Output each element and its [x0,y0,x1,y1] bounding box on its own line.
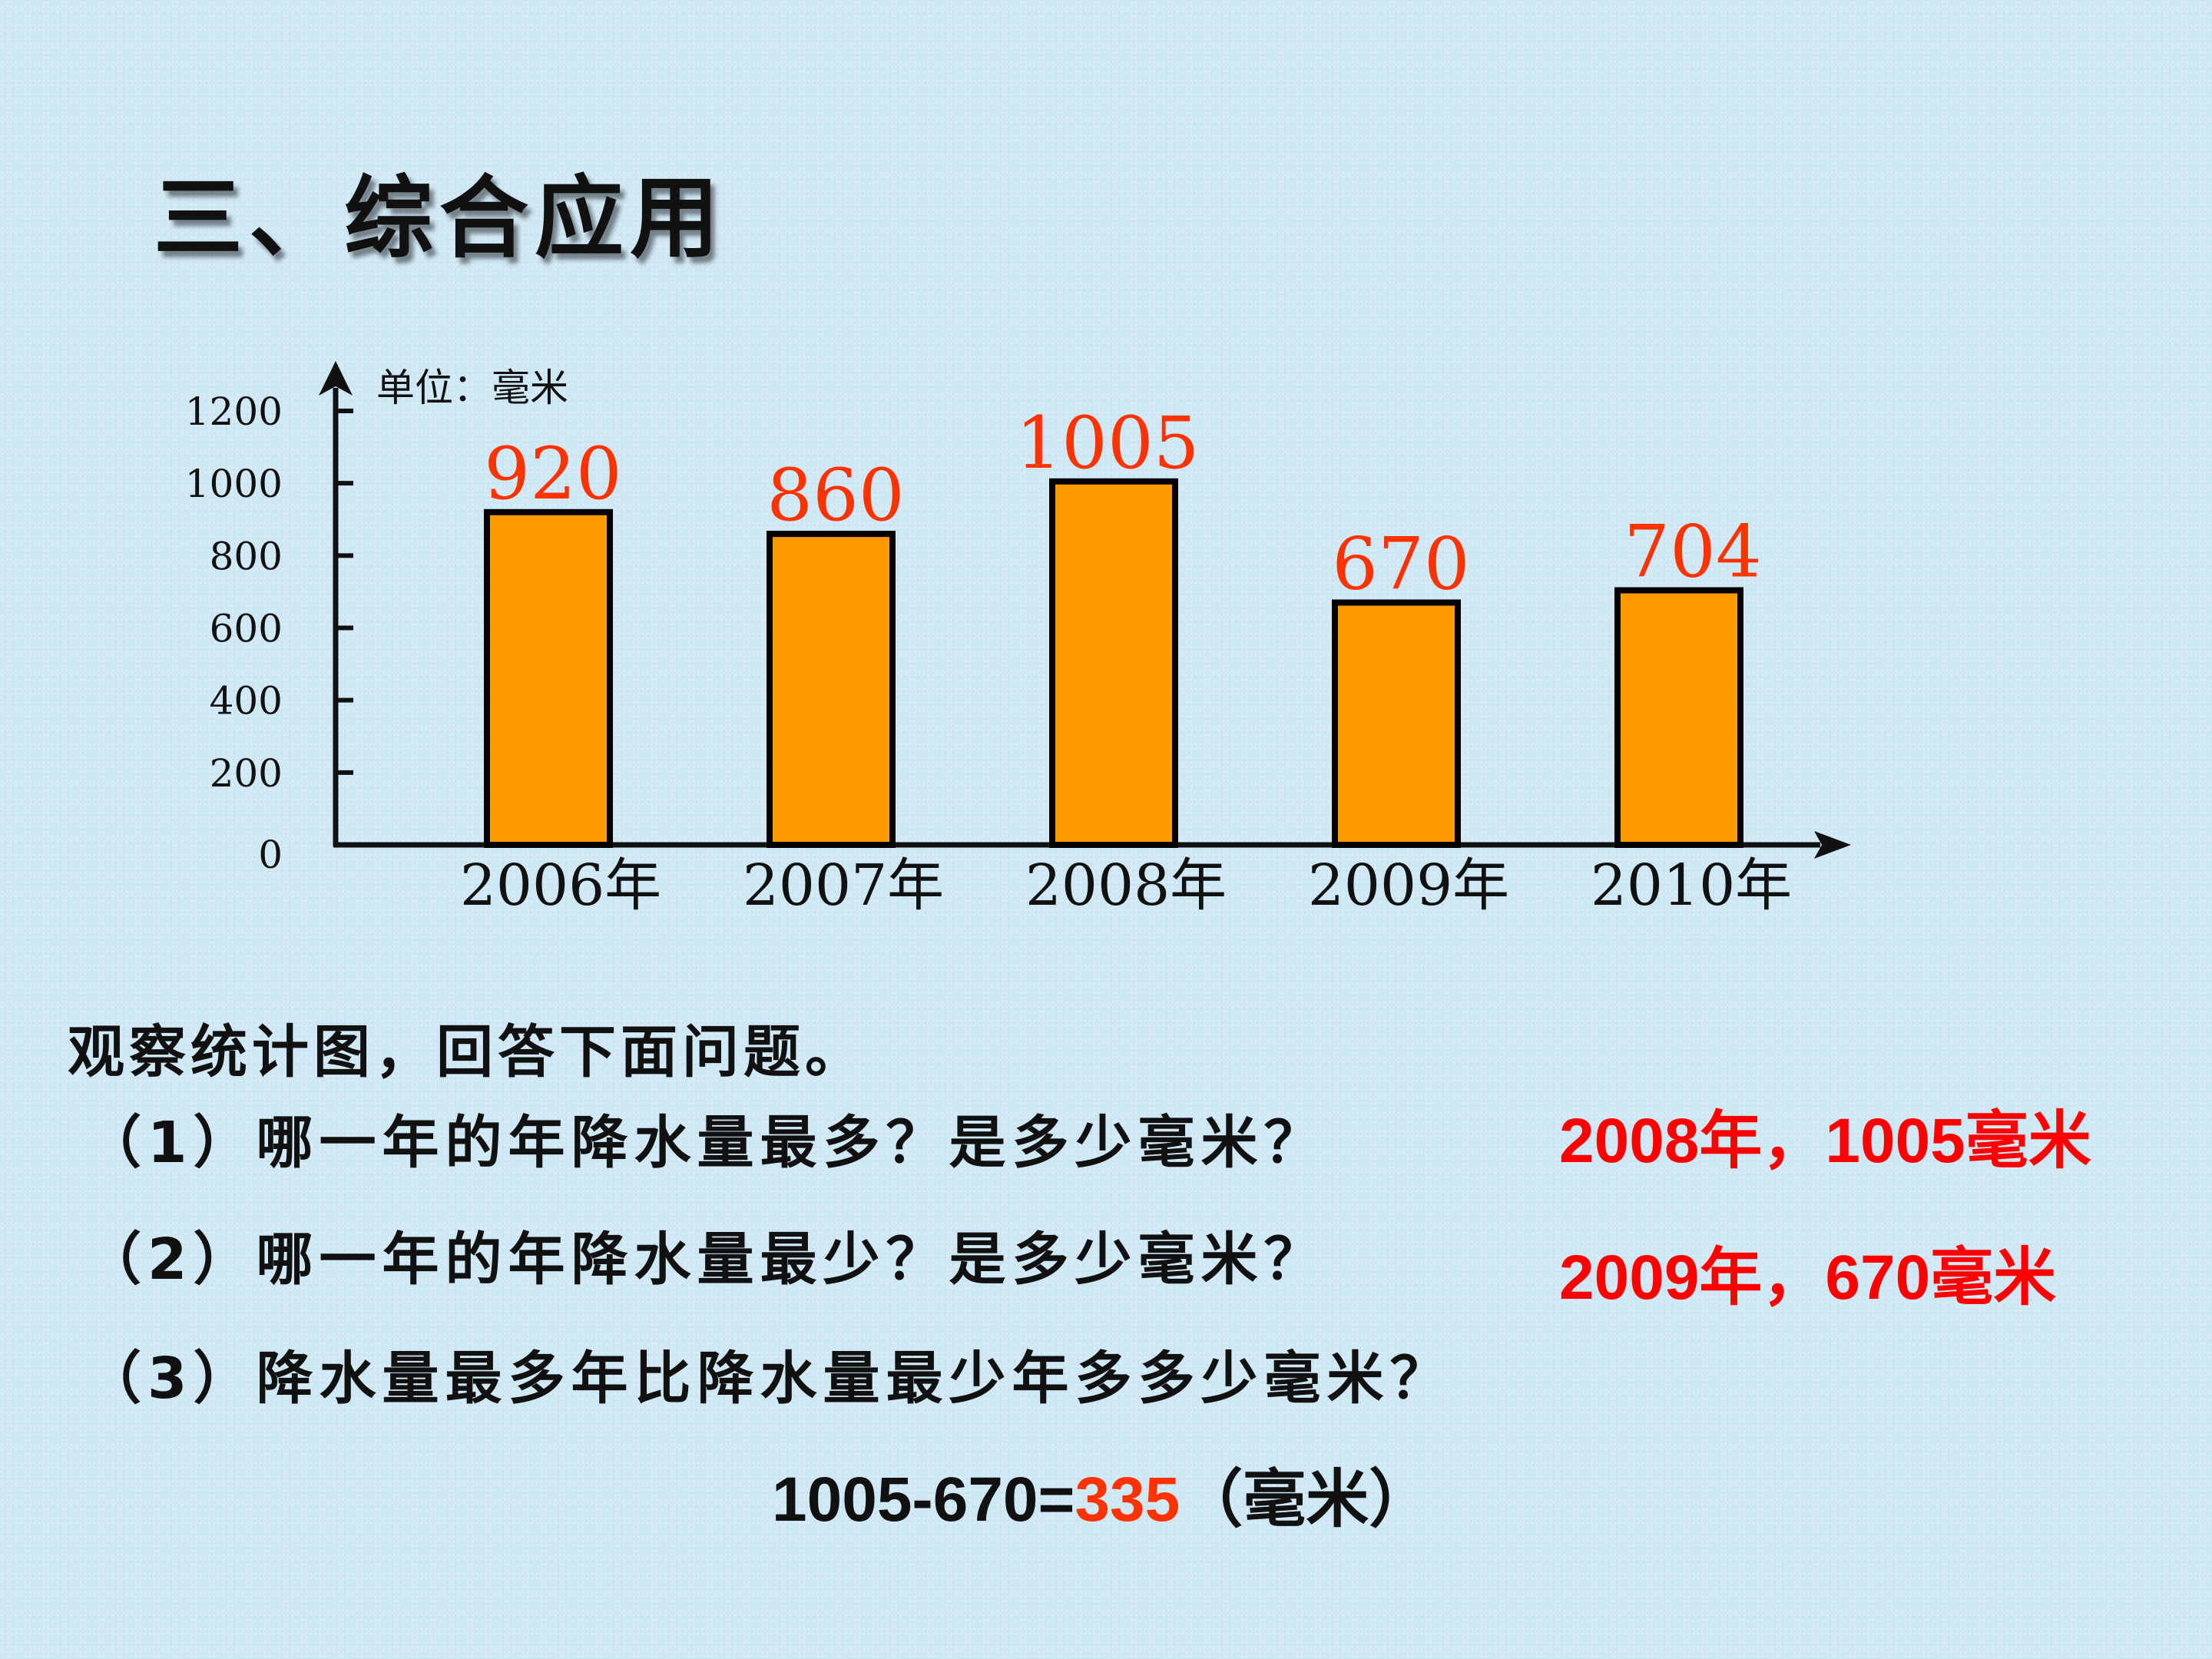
bar-value-label: 920 [484,432,621,516]
category-label: 2006年 [460,853,661,919]
y-tick-label: 1200 [185,389,283,434]
category-labels: 2006年 2007年 2008年 2009年 2010年 [460,853,1792,919]
y-ticks: 0 200 400 600 800 1000 1200 [185,389,353,877]
question-2: （2）哪一年的年降水量最少？是多少毫米？ [84,1227,1327,1293]
y-tick-label: 800 [210,534,283,578]
question-1: （1）哪一年的年降水量最多？是多少毫米？ [84,1110,1327,1176]
category-label: 2007年 [743,853,944,919]
y-axis-arrow [319,361,353,396]
y-tick-label: 0 [258,833,283,877]
answer-1: 2008年，1005毫米 [1559,1106,2091,1176]
bar-value-label: 1005 [1015,402,1199,485]
bar [1049,478,1178,848]
answer-3-equation: 1005-670=335（毫米） [772,1448,1432,1539]
rainfall-bar-chart: 单位：毫米 0 200 400 600 800 1000 1200 920 860 1005 67… [185,361,1851,919]
data-labels: 920 860 1005 670 704 [484,402,1761,607]
y-tick-label: 600 [210,607,283,651]
y-tick-label: 400 [210,679,283,724]
question-3: （3）降水量最多年比降水量最少年多多少毫米？ [84,1346,1453,1412]
unit-label: 单位：毫米 [376,366,568,410]
bar [484,508,613,848]
equation-result: 335 [1075,1465,1181,1535]
bar-value-label: 704 [1624,511,1761,594]
bar [1332,599,1461,849]
slide-title: 三、综合应用 [154,166,725,270]
bar [767,531,896,848]
bar-value-label: 670 [1332,523,1469,607]
y-tick-label: 1000 [185,462,283,506]
x-axis-arrow [1814,831,1851,859]
category-label: 2010年 [1591,853,1792,919]
question-intro: 观察统计图，回答下面问题。 [68,1019,866,1085]
bar-value-label: 860 [767,454,904,538]
equation-expression: 1005-670= [772,1465,1075,1535]
equation-unit: （毫米） [1180,1465,1432,1535]
category-label: 2009年 [1308,853,1509,919]
bars [484,478,1743,849]
y-tick-label: 200 [210,751,283,796]
category-label: 2008年 [1025,853,1227,919]
bar [1614,587,1743,848]
answer-2: 2009年，670毫米 [1559,1243,2057,1313]
